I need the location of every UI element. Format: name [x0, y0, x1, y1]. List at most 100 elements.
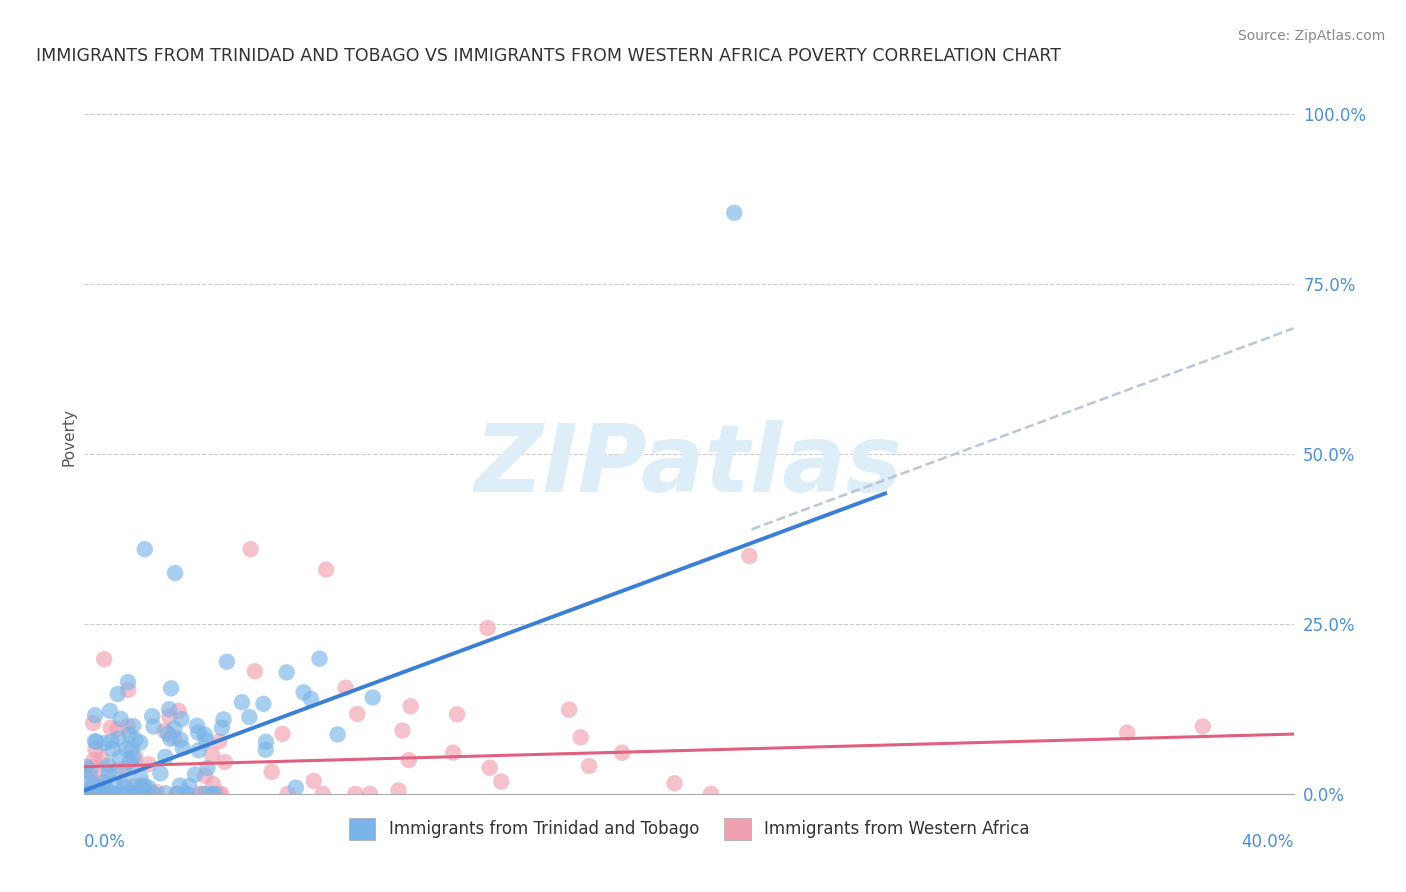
Point	[115, 787, 138, 801]
Point	[204, 787, 226, 801]
Point	[79, 787, 101, 801]
Point	[184, 767, 207, 781]
Point	[239, 542, 262, 557]
Point	[145, 785, 167, 799]
Point	[167, 704, 190, 718]
Point	[315, 563, 337, 577]
Point	[129, 787, 152, 801]
Point	[105, 787, 128, 801]
Point	[129, 771, 152, 785]
Point	[166, 787, 188, 801]
Point	[79, 775, 101, 789]
Point	[700, 787, 723, 801]
Point	[578, 759, 600, 773]
Point	[90, 768, 112, 782]
Point	[191, 787, 214, 801]
Point	[83, 753, 105, 767]
Text: ZIPatlas: ZIPatlas	[475, 419, 903, 512]
Point	[610, 746, 633, 760]
Point	[117, 683, 139, 698]
Point	[84, 708, 107, 723]
Point	[91, 787, 114, 801]
Point	[176, 787, 198, 801]
Point	[134, 779, 156, 793]
Point	[118, 755, 141, 769]
Point	[195, 733, 218, 747]
Point	[163, 731, 186, 745]
Point	[664, 776, 686, 790]
Point	[101, 742, 124, 756]
Point	[80, 784, 103, 798]
Point	[141, 709, 163, 723]
Point	[254, 742, 277, 756]
Point	[121, 760, 143, 774]
Point	[103, 787, 125, 801]
Point	[96, 787, 118, 801]
Point	[156, 726, 179, 740]
Point	[82, 760, 104, 774]
Point	[120, 786, 142, 800]
Text: 0.0%: 0.0%	[84, 833, 127, 851]
Point	[114, 773, 136, 788]
Point	[90, 780, 112, 794]
Point	[75, 763, 97, 777]
Point	[120, 787, 142, 801]
Point	[142, 787, 165, 801]
Point	[124, 749, 146, 764]
Point	[231, 695, 253, 709]
Point	[114, 787, 136, 801]
Point	[117, 675, 139, 690]
Point	[569, 731, 592, 745]
Point	[1116, 725, 1139, 739]
Point	[108, 787, 131, 801]
Point	[723, 206, 745, 220]
Point	[101, 787, 124, 801]
Y-axis label: Poverty: Poverty	[60, 408, 76, 467]
Point	[398, 753, 420, 767]
Point	[73, 787, 96, 801]
Point	[120, 742, 142, 756]
Point	[83, 787, 105, 801]
Point	[84, 734, 107, 748]
Point	[165, 566, 187, 580]
Text: Source: ZipAtlas.com: Source: ZipAtlas.com	[1237, 29, 1385, 43]
Point	[361, 690, 384, 705]
Point	[200, 787, 222, 801]
Point	[299, 692, 322, 706]
Point	[98, 704, 121, 718]
Point	[103, 776, 125, 790]
Text: IMMIGRANTS FROM TRINIDAD AND TOBAGO VS IMMIGRANTS FROM WESTERN AFRICA POVERTY CO: IMMIGRANTS FROM TRINIDAD AND TOBAGO VS I…	[37, 47, 1062, 65]
Point	[170, 712, 193, 726]
Point	[478, 761, 501, 775]
Point	[105, 787, 128, 801]
Point	[79, 787, 101, 801]
Point	[187, 743, 209, 757]
Point	[326, 727, 349, 741]
Point	[201, 747, 224, 762]
Point	[80, 780, 103, 794]
Point	[138, 787, 160, 801]
Point	[738, 549, 761, 563]
Point	[91, 787, 114, 801]
Point	[157, 702, 180, 716]
Point	[238, 710, 260, 724]
Point	[344, 787, 367, 801]
Point	[100, 734, 122, 748]
Point	[134, 542, 156, 557]
Point	[172, 741, 194, 756]
Point	[110, 712, 132, 726]
Point	[93, 736, 115, 750]
Point	[108, 750, 131, 764]
Point	[100, 721, 122, 735]
Point	[202, 777, 225, 791]
Point	[124, 787, 146, 801]
Point	[399, 699, 422, 714]
Point	[114, 780, 136, 794]
Point	[112, 762, 135, 776]
Point	[194, 787, 217, 801]
Point	[160, 681, 183, 696]
Point	[93, 787, 115, 801]
Legend: Immigrants from Trinidad and Tobago, Immigrants from Western Africa: Immigrants from Trinidad and Tobago, Imm…	[342, 812, 1036, 847]
Point	[163, 722, 186, 736]
Point	[142, 787, 165, 801]
